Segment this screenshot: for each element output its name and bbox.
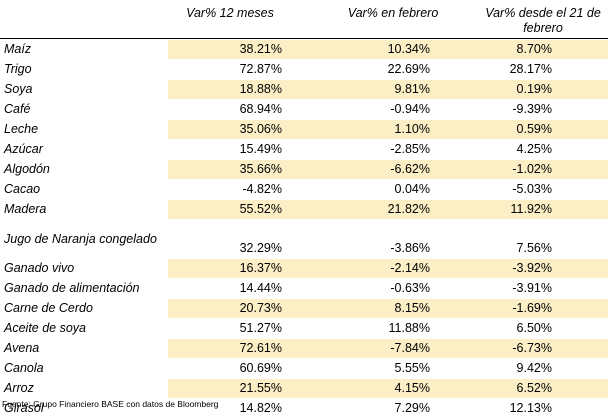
var-since-feb-21-cell: -3.91% [442,278,608,299]
table-row: Jugo de Naranja congelado 32.29% -3.86% 7.5… [0,219,608,259]
commodity-name: Ganado de alimentación [0,278,168,299]
commodity-name: Trigo [0,59,168,80]
table-header: Var% 12 meses Var% en febrero Var% desde… [0,0,614,38]
commodity-name: Madera [0,199,168,220]
commodity-name: Azúcar [0,139,168,160]
var-february-cell: -2.14% [294,258,442,279]
table-row: Algodón 35.66% -6.62% -1.02% [0,159,608,180]
var-february-cell: 11.88% [294,318,442,339]
var-since-feb-21-cell: 6.50% [442,318,608,339]
var-february-cell: -7.84% [294,338,442,359]
var-since-feb-21-cell: 9.42% [442,358,608,379]
var-february-cell: 10.34% [294,40,442,60]
commodity-name: Cacao [0,179,168,200]
column-header-12-months: Var% 12 meses [186,6,274,20]
commodity-name: Soya [0,79,168,100]
var-since-feb-21-cell: -6.73% [442,338,608,359]
var-since-feb-21-cell: -3.92% [442,258,608,279]
var-february-cell: 21.82% [294,199,442,220]
var-february-cell: 22.69% [294,59,442,80]
var-february-cell: -6.62% [294,159,442,180]
var-since-feb-21-cell: -1.02% [442,159,608,180]
column-header-february: Var% en febrero [347,6,439,20]
commodity-name: Jugo de Naranja congelado [0,219,168,259]
var-12-months-cell: 18.88% [168,79,294,100]
var-since-feb-21-cell: -5.03% [442,179,608,200]
var-february-cell: -2.85% [294,139,442,160]
var-12-months-cell: 14.44% [168,278,294,299]
var-february-cell: 8.15% [294,298,442,319]
var-12-months-cell: 32.29% [168,219,294,259]
var-since-feb-21-cell: 0.59% [442,119,608,140]
table-row: Ganado vivo 16.37% -2.14% -3.92% [0,258,608,279]
table-row: Soya 18.88% 9.81% 0.19% [0,79,608,100]
table-row: Maíz 38.21% 10.34% 8.70% [0,40,608,60]
source-note: Fuente: Grupo Financiero BASE con datos … [2,399,219,409]
commodity-name: Café [0,99,168,120]
commodity-name: Algodón [0,159,168,180]
var-since-feb-21-cell: 0.19% [442,79,608,100]
var-12-months-cell: 15.49% [168,139,294,160]
commodity-name: Carne de Cerdo [0,298,168,319]
var-12-months-cell: 38.21% [168,40,294,60]
var-12-months-cell: 35.66% [168,159,294,180]
var-since-feb-21-cell: 7.56% [442,219,608,259]
var-february-cell: -3.86% [294,219,442,259]
var-12-months-cell: 72.87% [168,59,294,80]
table-row: Avena 72.61% -7.84% -6.73% [0,338,608,359]
var-since-feb-21-cell: 28.17% [442,59,608,80]
table-row: Cacao -4.82% 0.04% -5.03% [0,179,608,200]
var-february-cell: -0.63% [294,278,442,299]
table-row: Azúcar 15.49% -2.85% 4.25% [0,139,608,160]
var-february-cell: 0.04% [294,179,442,200]
var-12-months-cell: 51.27% [168,318,294,339]
var-february-cell: 1.10% [294,119,442,140]
var-12-months-cell: 68.94% [168,99,294,120]
var-12-months-cell: 16.37% [168,258,294,279]
var-12-months-cell: 20.73% [168,298,294,319]
header-divider [0,38,608,39]
column-header-since-feb-21: Var% desde el 21 de febrero [485,6,601,35]
var-12-months-cell: 72.61% [168,338,294,359]
table-row: Ganado de alimentación 14.44% -0.63% -3.91% [0,278,608,299]
commodities-table: Maíz 38.21% 10.34% 8.70% Trigo 72.87% 22.69% 28… [0,40,608,419]
var-12-months-cell: 35.06% [168,119,294,140]
var-since-feb-21-cell: 11.92% [442,199,608,220]
var-since-feb-21-cell: -1.69% [442,298,608,319]
table-row: Carne de Cerdo 20.73% 8.15% -1.69% [0,298,608,319]
table-row: Leche 35.06% 1.10% 0.59% [0,119,608,140]
table-row: Café 68.94% -0.94% -9.39% [0,99,608,120]
commodity-name: Avena [0,338,168,359]
commodity-name: Arroz [0,378,168,399]
table-row: Madera 55.52% 21.82% 11.92% [0,199,608,220]
var-since-feb-21-cell: 8.70% [442,40,608,60]
var-since-feb-21-cell: 6.52% [442,378,608,399]
var-12-months-cell: 55.52% [168,199,294,220]
commodity-name: Canola [0,358,168,379]
var-february-cell: 9.81% [294,79,442,100]
var-12-months-cell: -4.82% [168,179,294,200]
commodity-name: Maíz [0,40,168,60]
var-12-months-cell: 60.69% [168,358,294,379]
var-since-feb-21-cell: 4.25% [442,139,608,160]
var-12-months-cell: 21.55% [168,378,294,399]
table-row: Aceite de soya 51.27% 11.88% 6.50% [0,318,608,339]
table-row: Trigo 72.87% 22.69% 28.17% [0,59,608,80]
var-february-cell: 4.15% [294,378,442,399]
table-row: Canola 60.69% 5.55% 9.42% [0,358,608,379]
commodity-name: Leche [0,119,168,140]
var-february-cell: -0.94% [294,99,442,120]
var-february-cell: 7.29% [294,398,442,419]
var-february-cell: 5.55% [294,358,442,379]
var-since-feb-21-cell: -9.39% [442,99,608,120]
commodity-name: Ganado vivo [0,258,168,279]
table-row: Arroz 21.55% 4.15% 6.52% [0,378,608,399]
commodity-name: Aceite de soya [0,318,168,339]
var-since-feb-21-cell: 12.13% [442,398,608,419]
